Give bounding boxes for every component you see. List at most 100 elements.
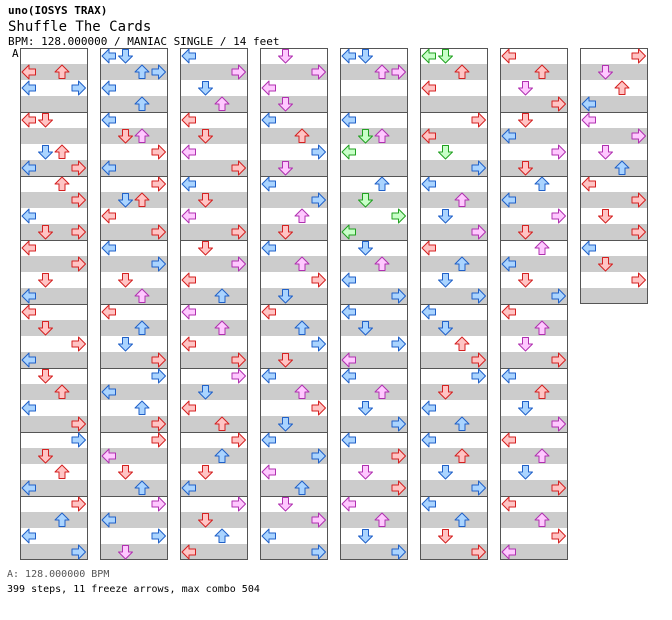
arrow-down-pink (518, 81, 533, 96)
stripe (20, 192, 88, 208)
arrow-right-blue (71, 432, 86, 448)
arrow-left-red (21, 64, 36, 80)
stripe (20, 288, 88, 304)
arrow-up-blue (134, 64, 150, 79)
arrow-up-pink (374, 256, 390, 271)
arrow-down-red (518, 225, 533, 240)
arrow-up-red (54, 64, 70, 79)
stripe (20, 96, 88, 112)
stripe (180, 96, 248, 112)
arrow-up-blue (374, 176, 390, 191)
arrow-right-blue (311, 336, 326, 352)
arrow-down-pink (358, 465, 373, 480)
stripe (180, 64, 248, 80)
stripe (20, 128, 88, 144)
arrow-left-blue (101, 240, 116, 256)
arrow-right-blue (311, 448, 326, 464)
arrow-up-blue (214, 448, 230, 463)
stripe (420, 416, 488, 432)
arrow-right-red (551, 528, 566, 544)
arrow-left-blue (101, 160, 116, 176)
stripe (180, 544, 248, 560)
arrow-left-blue (501, 368, 516, 384)
arrow-right-blue (151, 528, 166, 544)
arrow-right-red (71, 496, 86, 512)
arrow-down-red (198, 129, 213, 144)
stripe (260, 384, 328, 400)
arrow-left-blue (21, 160, 36, 176)
arrow-left-red (21, 240, 36, 256)
arrow-left-blue (261, 176, 276, 192)
arrow-left-blue (341, 304, 356, 320)
arrow-right-red (71, 160, 86, 176)
stripe (340, 416, 408, 432)
stripe (260, 448, 328, 464)
arrow-right-pink (631, 128, 646, 144)
stripe (500, 512, 568, 528)
arrow-down-blue (438, 321, 453, 336)
arrow-left-red (21, 112, 36, 128)
stripe (100, 384, 168, 400)
arrow-left-green (341, 144, 356, 160)
stripe (340, 544, 408, 560)
stripe (580, 224, 648, 240)
arrow-down-red (38, 273, 53, 288)
arrow-left-blue (341, 48, 356, 64)
arrow-left-blue (181, 480, 196, 496)
arrow-left-red (181, 544, 196, 560)
chart-column-6 (420, 48, 488, 560)
arrow-up-blue (534, 176, 550, 191)
arrow-right-red (71, 336, 86, 352)
arrow-up-blue (294, 480, 310, 495)
arrow-down-red (278, 225, 293, 240)
arrow-right-pink (551, 208, 566, 224)
arrow-down-red (598, 257, 613, 272)
arrow-right-blue (151, 256, 166, 272)
stripe (260, 160, 328, 176)
arrow-down-red (278, 353, 293, 368)
arrow-right-blue (391, 336, 406, 352)
arrow-left-red (421, 80, 436, 96)
arrow-left-blue (21, 288, 36, 304)
arrow-right-green (391, 208, 406, 224)
arrow-right-blue (311, 144, 326, 160)
arrow-down-blue (438, 273, 453, 288)
arrow-left-blue (501, 256, 516, 272)
arrow-left-blue (501, 128, 516, 144)
arrow-right-red (631, 272, 646, 288)
arrow-left-red (101, 208, 116, 224)
arrow-left-blue (421, 496, 436, 512)
stripe (260, 64, 328, 80)
stripe (340, 224, 408, 240)
arrow-left-blue (101, 80, 116, 96)
arrow-down-blue (358, 241, 373, 256)
stripe (20, 384, 88, 400)
arrow-down-red (198, 465, 213, 480)
stripe (260, 544, 328, 560)
arrow-right-blue (471, 160, 486, 176)
arrow-left-green (341, 224, 356, 240)
arrow-left-blue (341, 112, 356, 128)
arrow-right-red (471, 544, 486, 560)
stripe (260, 128, 328, 144)
arrow-right-blue (391, 416, 406, 432)
arrow-left-red (181, 336, 196, 352)
stripe (340, 512, 408, 528)
arrow-left-blue (421, 400, 436, 416)
arrow-down-pink (278, 497, 293, 512)
arrow-up-pink (294, 384, 310, 399)
stripe (260, 512, 328, 528)
arrow-down-red (38, 113, 53, 128)
stripe (20, 224, 88, 240)
stripe (500, 160, 568, 176)
arrow-up-blue (454, 256, 470, 271)
arrow-left-blue (21, 480, 36, 496)
arrow-up-red (534, 384, 550, 399)
arrow-right-red (151, 176, 166, 192)
chart-column-1 (20, 48, 88, 560)
arrow-left-green (421, 48, 436, 64)
stripe (580, 288, 648, 304)
stripe (260, 256, 328, 272)
arrow-right-pink (311, 64, 326, 80)
stripe (180, 448, 248, 464)
